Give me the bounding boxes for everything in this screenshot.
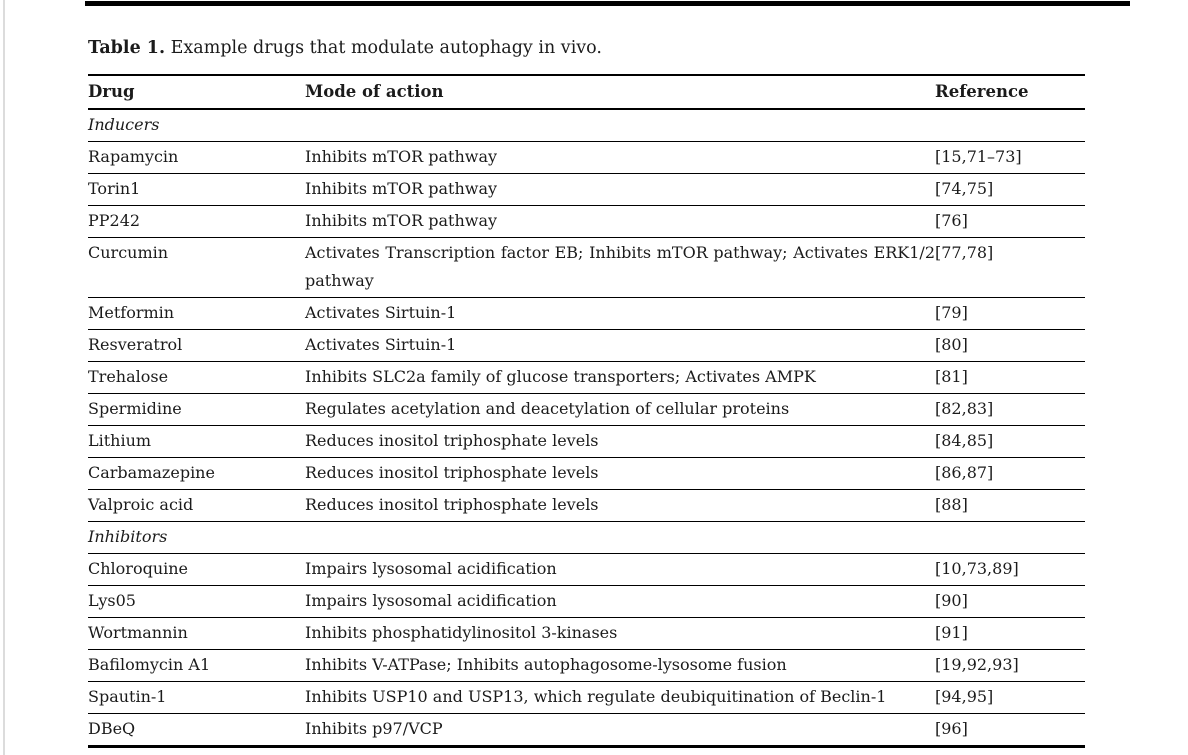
table-row: Carbamazepine Reduces inositol triphosph… — [88, 457, 1085, 490]
table-row: Spermidine Regulates acetylation and dea… — [88, 393, 1085, 426]
drug-cell: Inducers — [88, 109, 1085, 142]
header-drug: Drug — [88, 75, 305, 110]
drug-cell: Curcumin — [88, 237, 305, 298]
table-row: Wortmannin Inhibits phosphatidylinositol… — [88, 617, 1085, 650]
drug-cell: Spermidine — [88, 393, 305, 426]
table-header-row: Drug Mode of action Reference — [88, 75, 1085, 110]
table-row: Rapamycin Inhibits mTOR pathway [15,71–7… — [88, 141, 1085, 174]
reference-cell: [74,75] — [935, 173, 1085, 206]
reference-cell: [76] — [935, 205, 1085, 238]
reference-cell: [94,95] — [935, 681, 1085, 714]
drug-table: Drug Mode of action Reference Inducers R… — [88, 74, 1085, 748]
drug-cell: Lys05 — [88, 585, 305, 618]
mode-of-action-cell: Activates Transcription factor EB; Inhib… — [305, 237, 935, 298]
table-row: Metformin Activates Sirtuin-1 [79] — [88, 297, 1085, 330]
section-row: Inhibitors — [88, 521, 1085, 554]
reference-cell: [86,87] — [935, 457, 1085, 490]
table-row: Curcumin Activates Transcription factor … — [88, 237, 1085, 298]
mode-of-action-cell: Inhibits SLC2a family of glucose transpo… — [305, 361, 935, 394]
drug-cell: Lithium — [88, 425, 305, 458]
table-body: Inducers Rapamycin Inhibits mTOR pathway… — [88, 109, 1085, 747]
table-header: Drug Mode of action Reference — [88, 75, 1085, 110]
page-edge-line — [3, 0, 5, 755]
drug-cell: Bafilomycin A1 — [88, 649, 305, 682]
mode-of-action-cell: Inhibits mTOR pathway — [305, 205, 935, 238]
reference-cell: [88] — [935, 489, 1085, 522]
drug-cell: Resveratrol — [88, 329, 305, 362]
drug-cell: Inhibitors — [88, 521, 1085, 554]
table-caption-label: Table 1. — [88, 38, 166, 58]
drug-cell: Wortmannin — [88, 617, 305, 650]
table-row: Spautin-1 Inhibits USP10 and USP13, whic… — [88, 681, 1085, 714]
reference-cell: [10,73,89] — [935, 553, 1085, 586]
reference-cell: [15,71–73] — [935, 141, 1085, 174]
table-caption-text: Example drugs that modulate autophagy in… — [170, 38, 602, 58]
table-row: Trehalose Inhibits SLC2a family of gluco… — [88, 361, 1085, 394]
drug-cell: Rapamycin — [88, 141, 305, 174]
table-row: Bafilomycin A1 Inhibits V-ATPase; Inhibi… — [88, 649, 1085, 682]
drug-cell: Torin1 — [88, 173, 305, 206]
reference-cell: [90] — [935, 585, 1085, 618]
reference-cell: [82,83] — [935, 393, 1085, 426]
mode-of-action-cell: Inhibits p97/VCP — [305, 719, 443, 738]
table-row: Lithium Reduces inositol triphosphate le… — [88, 425, 1085, 458]
mode-of-action-cell: Impairs lysosomal acidification — [305, 585, 935, 618]
drug-cell: Trehalose — [88, 361, 305, 394]
mode-of-action-cell: Inhibits V-ATPase; Inhibits autophagosom… — [305, 649, 935, 682]
mode-of-action-cell: Inhibits phosphatidylinositol 3-kinases — [305, 617, 935, 650]
reference-cell: [96] — [935, 719, 968, 738]
header-mode-of-action: Mode of action — [305, 75, 935, 110]
header-reference: Reference — [935, 75, 1085, 110]
reference-cell: [19,92,93] — [935, 649, 1085, 682]
mode-of-action-cell: Inhibits mTOR pathway — [305, 141, 935, 174]
mode-of-action-cell: Reduces inositol triphosphate levels — [305, 457, 935, 490]
mode-of-action-cell: Impairs lysosomal acidification — [305, 553, 935, 586]
mode-of-action-cell: Regulates acetylation and deacetylation … — [305, 393, 935, 426]
table-caption: Table 1. Example drugs that modulate aut… — [88, 37, 602, 59]
mode-of-action-cell: Activates Sirtuin-1 — [305, 329, 935, 362]
drug-cell: Metformin — [88, 297, 305, 330]
table-row: Valproic acid Reduces inositol triphosph… — [88, 489, 1085, 522]
reference-cell: [84,85] — [935, 425, 1085, 458]
mode-of-action-cell: Reduces inositol triphosphate levels — [305, 425, 935, 458]
mode-of-action-cell: Inhibits mTOR pathway — [305, 173, 935, 206]
mode-of-action-cell: Inhibits USP10 and USP13, which regulate… — [305, 681, 935, 714]
drug-cell: Spautin-1 — [88, 681, 305, 714]
reference-cell: [80] — [935, 329, 1085, 362]
reference-cell: [79] — [935, 297, 1085, 330]
drug-cell: Chloroquine — [88, 553, 305, 586]
table-row: Lys05 Impairs lysosomal acidification [9… — [88, 585, 1085, 618]
mode-of-action-cell: Reduces inositol triphosphate levels — [305, 489, 935, 522]
drug-cell: PP242 — [88, 205, 305, 238]
drug-cell: Valproic acid — [88, 489, 305, 522]
drug-cell: Carbamazepine — [88, 457, 305, 490]
table-row: Resveratrol Activates Sirtuin-1 [80] — [88, 329, 1085, 362]
section-row: Inducers — [88, 109, 1085, 142]
page-top-rule — [85, 1, 1130, 6]
reference-cell: [77,78] — [935, 237, 1085, 298]
table-row: PP242 Inhibits mTOR pathway [76] — [88, 205, 1085, 238]
reference-cell: [81] — [935, 361, 1085, 394]
mode-of-action-cell: Activates Sirtuin-1 — [305, 297, 935, 330]
table-row: Torin1 Inhibits mTOR pathway [74,75] — [88, 173, 1085, 206]
drug-cell: DBeQ — [88, 719, 136, 738]
table-row: Chloroquine Impairs lysosomal acidificat… — [88, 553, 1085, 586]
reference-cell: [91] — [935, 617, 1085, 650]
table-row: DBeQ Inhibits p97/VCP [96] — [88, 714, 1085, 747]
